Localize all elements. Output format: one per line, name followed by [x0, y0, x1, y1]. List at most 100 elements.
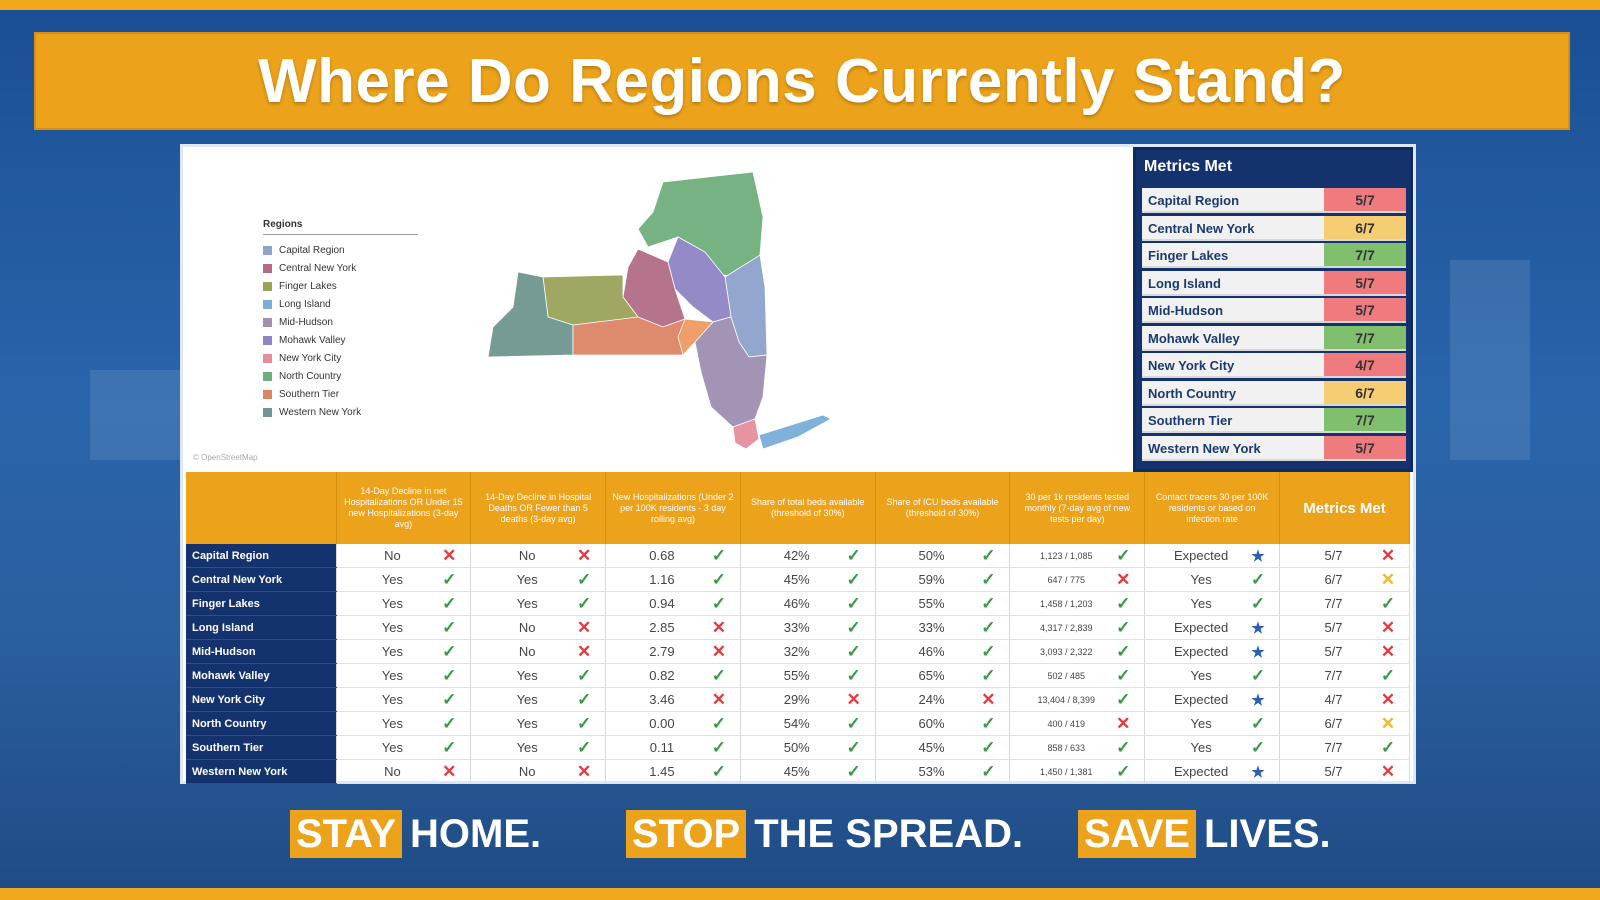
cell-value: 46% — [918, 644, 945, 659]
legend-swatch — [263, 281, 272, 291]
x-icon: ✕ — [1380, 689, 1396, 709]
map-area: Regions Capital Region Central New York Fi… — [183, 147, 1133, 472]
star-icon: ★ — [1251, 619, 1265, 637]
table-row: Western New York No ✕ No ✕ 1.45 ✓ 45% ✓ 53% ✓ 1,450… — [186, 759, 1410, 784]
star-icon: ★ — [1251, 763, 1265, 781]
check-icon: ✓ — [846, 617, 861, 637]
metrics-met-row: Southern Tier 7/7 — [1142, 408, 1406, 433]
check-icon: ✓ — [442, 617, 457, 637]
table-cell: 5/7 ✕ — [1279, 759, 1410, 784]
table-cell: 3.46 ✕ — [605, 687, 741, 712]
table-cell: 7/7 ✓ — [1279, 735, 1410, 760]
table-cell: No ✕ — [470, 639, 607, 664]
table-cell: Expected ★ — [1144, 687, 1280, 712]
cell-value: Yes — [381, 716, 403, 731]
cell-value: 0.68 — [649, 548, 675, 563]
x-icon: ✕ — [1380, 641, 1396, 661]
check-icon: ✓ — [576, 689, 592, 709]
cell-value: 60% — [918, 716, 945, 731]
table-cell: Yes ✓ — [470, 711, 607, 736]
check-icon: ✓ — [981, 569, 996, 589]
table-cell: Yes ✓ — [336, 687, 472, 712]
metrics-met-value: 7/7 — [1324, 408, 1406, 433]
check-icon: ✓ — [711, 761, 726, 781]
table-cell: No ✕ — [470, 544, 607, 568]
table-cell: 59% ✓ — [875, 567, 1011, 592]
cell-value: 0.82 — [649, 668, 675, 683]
metrics-met-row: Mid-Hudson 5/7 — [1142, 298, 1406, 323]
x-icon: ✕ — [1116, 569, 1131, 589]
slogan-save-lives: SAVE LIVES. — [1078, 810, 1331, 858]
cell-value: Expected — [1173, 644, 1229, 659]
table-cell: Expected ★ — [1144, 759, 1280, 784]
legend-label: Western New York — [279, 406, 362, 418]
cell-value: Yes — [381, 692, 403, 707]
cell-value: 33% — [918, 620, 945, 635]
legend-item: Central New York — [263, 259, 418, 277]
cell-value: Yes — [516, 716, 538, 731]
legend-item: Long Island — [263, 295, 418, 313]
table-row: Finger Lakes Yes ✓ Yes ✓ 0.94 ✓ 46% ✓ 55% ✓ 1,458 /… — [186, 591, 1410, 616]
check-icon: ✓ — [1380, 665, 1396, 685]
metrics-met-region: Capital Region — [1142, 188, 1324, 213]
table-cell: 1,450 / 1,381 ✓ — [1009, 759, 1146, 784]
check-icon: ✓ — [846, 593, 861, 613]
cell-value: 1.16 — [649, 572, 675, 587]
table-cell: 33% ✓ — [875, 615, 1011, 640]
legend-item: Mohawk Valley — [263, 331, 418, 349]
metrics-met-value: 6/7 — [1324, 380, 1406, 406]
check-icon: ✓ — [1116, 617, 1131, 637]
table-cell: 5/7 ✕ — [1279, 544, 1410, 568]
x-icon: ✕ — [981, 689, 996, 709]
check-icon: ✓ — [442, 713, 457, 733]
cell-value: 7/7 — [1324, 668, 1343, 683]
cell-value: 6/7 — [1324, 572, 1343, 587]
check-icon: ✓ — [1116, 689, 1131, 709]
check-icon: ✓ — [846, 545, 861, 565]
slogan-text: LIVES. — [1203, 811, 1331, 856]
metrics-met-row: Western New York 5/7 — [1142, 435, 1406, 461]
row-region-name: Central New York — [186, 567, 337, 592]
table-cell: Yes ✓ — [336, 735, 472, 760]
cell-value: Yes — [516, 692, 538, 707]
table-row: Mohawk Valley Yes ✓ Yes ✓ 0.82 ✓ 55% ✓ 65% ✓ 502 / … — [186, 663, 1410, 688]
table-cell: Yes ✓ — [1144, 735, 1280, 760]
check-icon: ✓ — [576, 593, 592, 613]
slogan-bar: STAY HOME. STOP THE SPREAD. SAVE LIVES. — [0, 810, 1600, 860]
x-icon: ✕ — [576, 641, 592, 661]
row-region-name: Long Island — [186, 615, 337, 640]
map-region-southern-tier-east — [677, 318, 714, 356]
map-region-finger-lakes — [542, 274, 639, 326]
check-icon: ✓ — [1380, 593, 1396, 613]
table-cell: Yes ✓ — [470, 591, 607, 616]
cell-value: 55% — [783, 668, 810, 683]
table-column-header: 30 per 1k residents tested monthly (7-da… — [1009, 472, 1146, 544]
x-icon: ✕ — [711, 641, 726, 661]
cell-value: Yes — [381, 644, 403, 659]
metrics-met-row: North Country 6/7 — [1142, 380, 1406, 406]
title-banner: Where Do Regions Currently Stand? — [34, 32, 1570, 130]
x-icon: ✕ — [1380, 569, 1396, 589]
check-icon: ✓ — [711, 713, 726, 733]
table-row: Mid-Hudson Yes ✓ No ✕ 2.79 ✕ 32% ✓ 46% ✓ 3,093 / 2,… — [186, 639, 1410, 664]
cell-value: No — [518, 644, 536, 659]
cell-value: 1,123 / 1,085 — [1040, 550, 1093, 561]
cell-value: Yes — [381, 668, 403, 683]
check-icon: ✓ — [1250, 737, 1266, 757]
table-cell: Yes ✓ — [1144, 663, 1280, 688]
cell-value: 45% — [783, 764, 810, 779]
cell-value: Yes — [516, 572, 538, 587]
x-icon: ✕ — [442, 545, 457, 565]
x-icon: ✕ — [442, 761, 457, 781]
table-column-header: Contact tracers 30 per 100K residents or… — [1144, 472, 1280, 544]
check-icon: ✓ — [1250, 569, 1266, 589]
table-cell: 6/7 ✕ — [1279, 711, 1410, 736]
cell-value: 3.46 — [649, 692, 675, 707]
table-cell: 502 / 485 ✓ — [1009, 663, 1146, 688]
check-icon: ✓ — [981, 713, 996, 733]
table-column-header: 14-Day Decline in net Hospitalizations O… — [336, 472, 472, 544]
cell-value: 55% — [918, 596, 945, 611]
legend-swatch — [263, 263, 272, 273]
metrics-met-value: 7/7 — [1324, 243, 1406, 268]
map-attribution: © OpenStreetMap — [193, 453, 258, 462]
